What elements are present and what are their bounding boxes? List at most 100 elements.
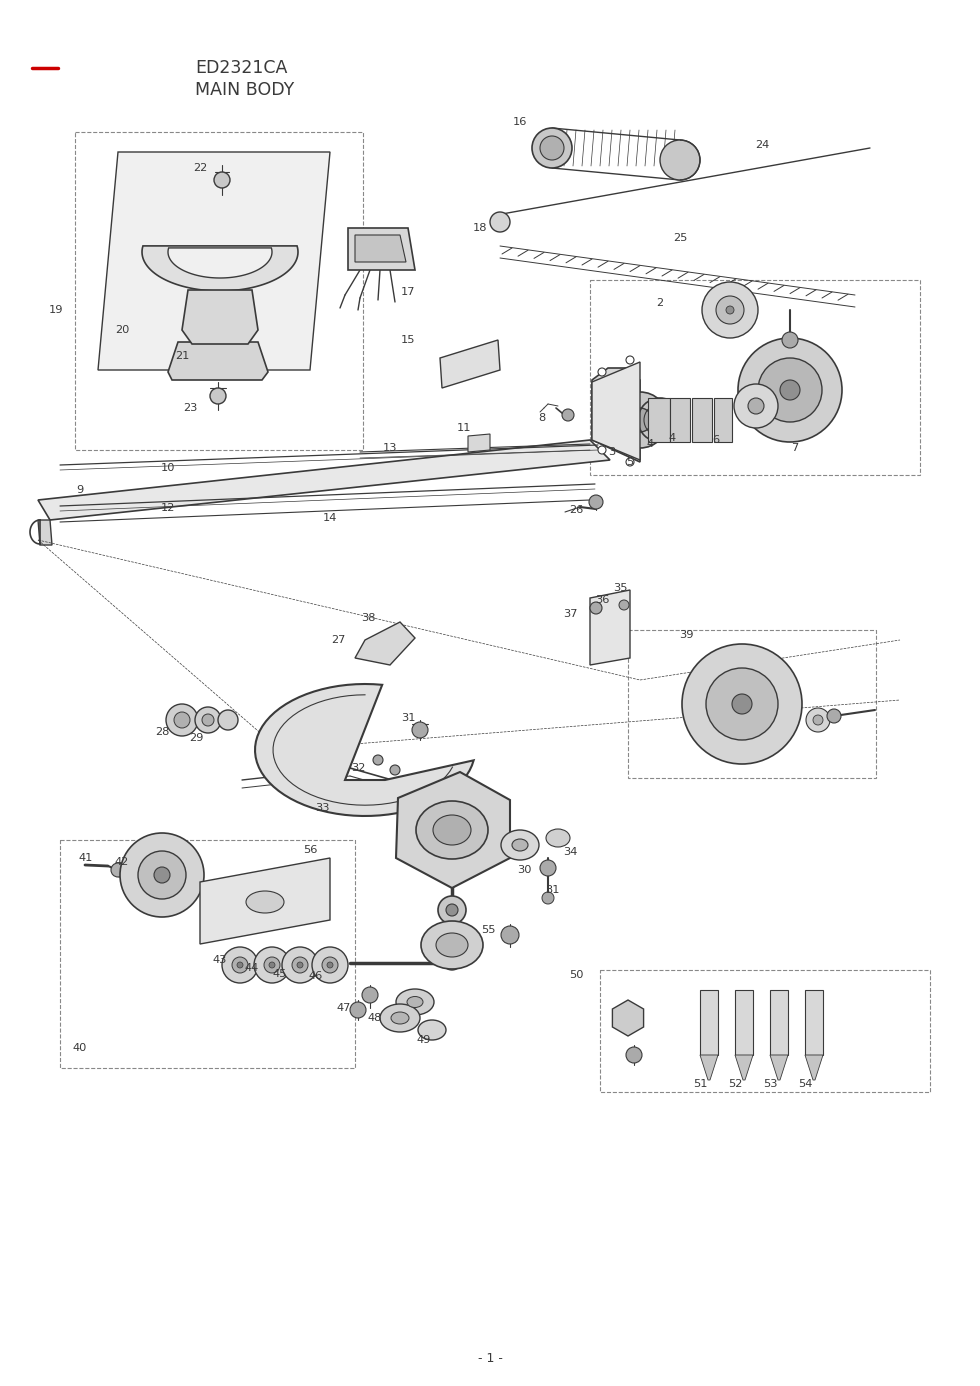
Circle shape xyxy=(626,457,634,466)
Text: 48: 48 xyxy=(368,1013,382,1023)
Circle shape xyxy=(827,710,841,723)
Text: 7: 7 xyxy=(792,444,799,453)
Circle shape xyxy=(350,1002,366,1017)
Polygon shape xyxy=(38,439,610,520)
Text: 18: 18 xyxy=(472,223,487,233)
Text: 11: 11 xyxy=(457,423,471,432)
Circle shape xyxy=(758,358,822,421)
Circle shape xyxy=(734,384,778,428)
Text: 3: 3 xyxy=(609,448,615,457)
Circle shape xyxy=(237,962,243,967)
Text: 20: 20 xyxy=(115,324,129,335)
Polygon shape xyxy=(142,245,298,291)
Circle shape xyxy=(626,356,634,365)
Circle shape xyxy=(446,904,458,916)
Text: 33: 33 xyxy=(315,802,329,814)
Text: 13: 13 xyxy=(383,444,397,453)
Text: 31: 31 xyxy=(545,886,560,895)
Circle shape xyxy=(656,417,662,423)
Circle shape xyxy=(780,380,800,401)
Text: 12: 12 xyxy=(161,503,175,513)
Ellipse shape xyxy=(546,829,570,847)
Circle shape xyxy=(813,715,823,725)
Circle shape xyxy=(699,417,705,423)
Text: 41: 41 xyxy=(78,852,93,863)
Text: 25: 25 xyxy=(673,233,687,243)
Text: 14: 14 xyxy=(322,513,337,523)
Bar xyxy=(648,398,670,442)
Text: 56: 56 xyxy=(303,845,318,855)
Polygon shape xyxy=(592,362,640,460)
Polygon shape xyxy=(592,369,640,462)
Ellipse shape xyxy=(391,1012,409,1024)
Ellipse shape xyxy=(512,839,528,851)
Text: 24: 24 xyxy=(755,140,769,150)
Text: 28: 28 xyxy=(155,728,170,737)
Circle shape xyxy=(598,369,606,376)
Text: 8: 8 xyxy=(538,413,546,423)
Polygon shape xyxy=(200,858,330,944)
Circle shape xyxy=(619,1009,637,1027)
Circle shape xyxy=(322,956,338,973)
Text: 10: 10 xyxy=(161,463,175,473)
Text: 36: 36 xyxy=(595,595,610,606)
Circle shape xyxy=(540,859,556,876)
Text: 53: 53 xyxy=(762,1078,777,1089)
Circle shape xyxy=(628,407,652,432)
Circle shape xyxy=(254,947,290,983)
Text: 55: 55 xyxy=(481,924,495,936)
Text: 40: 40 xyxy=(73,1044,87,1053)
Circle shape xyxy=(195,707,221,733)
Text: 49: 49 xyxy=(416,1035,431,1045)
Bar xyxy=(628,631,876,778)
Circle shape xyxy=(362,987,378,1003)
Circle shape xyxy=(532,128,572,168)
Text: 27: 27 xyxy=(331,635,345,644)
Polygon shape xyxy=(440,340,500,388)
Circle shape xyxy=(390,765,400,775)
Ellipse shape xyxy=(421,922,483,969)
Text: 23: 23 xyxy=(183,403,197,413)
Text: 30: 30 xyxy=(516,865,531,875)
Text: 21: 21 xyxy=(174,351,189,360)
Circle shape xyxy=(590,602,602,614)
Circle shape xyxy=(120,833,204,918)
Circle shape xyxy=(490,212,510,231)
Bar xyxy=(692,398,712,442)
Circle shape xyxy=(612,392,668,448)
Text: 4: 4 xyxy=(668,432,675,444)
Polygon shape xyxy=(182,290,258,344)
Circle shape xyxy=(501,926,519,944)
Polygon shape xyxy=(168,248,272,279)
Text: 37: 37 xyxy=(563,608,577,620)
Text: 35: 35 xyxy=(612,584,627,593)
Text: 52: 52 xyxy=(728,1078,742,1089)
Text: 15: 15 xyxy=(401,335,416,345)
Circle shape xyxy=(264,956,280,973)
Circle shape xyxy=(660,140,700,180)
Circle shape xyxy=(782,333,798,348)
Circle shape xyxy=(292,956,308,973)
Circle shape xyxy=(619,600,629,610)
Polygon shape xyxy=(255,685,473,816)
Circle shape xyxy=(626,1046,642,1063)
Text: 4: 4 xyxy=(647,439,654,449)
Circle shape xyxy=(542,893,554,904)
Circle shape xyxy=(726,306,734,315)
Polygon shape xyxy=(98,152,330,370)
Text: 19: 19 xyxy=(49,305,64,315)
Text: 6: 6 xyxy=(712,435,719,445)
Bar xyxy=(805,990,823,1055)
Text: 45: 45 xyxy=(272,969,287,979)
Text: 9: 9 xyxy=(76,485,83,495)
Circle shape xyxy=(312,947,348,983)
Text: 31: 31 xyxy=(401,712,416,723)
Polygon shape xyxy=(805,1055,823,1080)
Circle shape xyxy=(806,708,830,732)
Circle shape xyxy=(682,644,802,764)
Bar xyxy=(714,398,732,442)
Circle shape xyxy=(694,412,710,428)
Text: 22: 22 xyxy=(193,164,207,173)
Text: 34: 34 xyxy=(563,847,577,857)
Circle shape xyxy=(473,438,485,450)
